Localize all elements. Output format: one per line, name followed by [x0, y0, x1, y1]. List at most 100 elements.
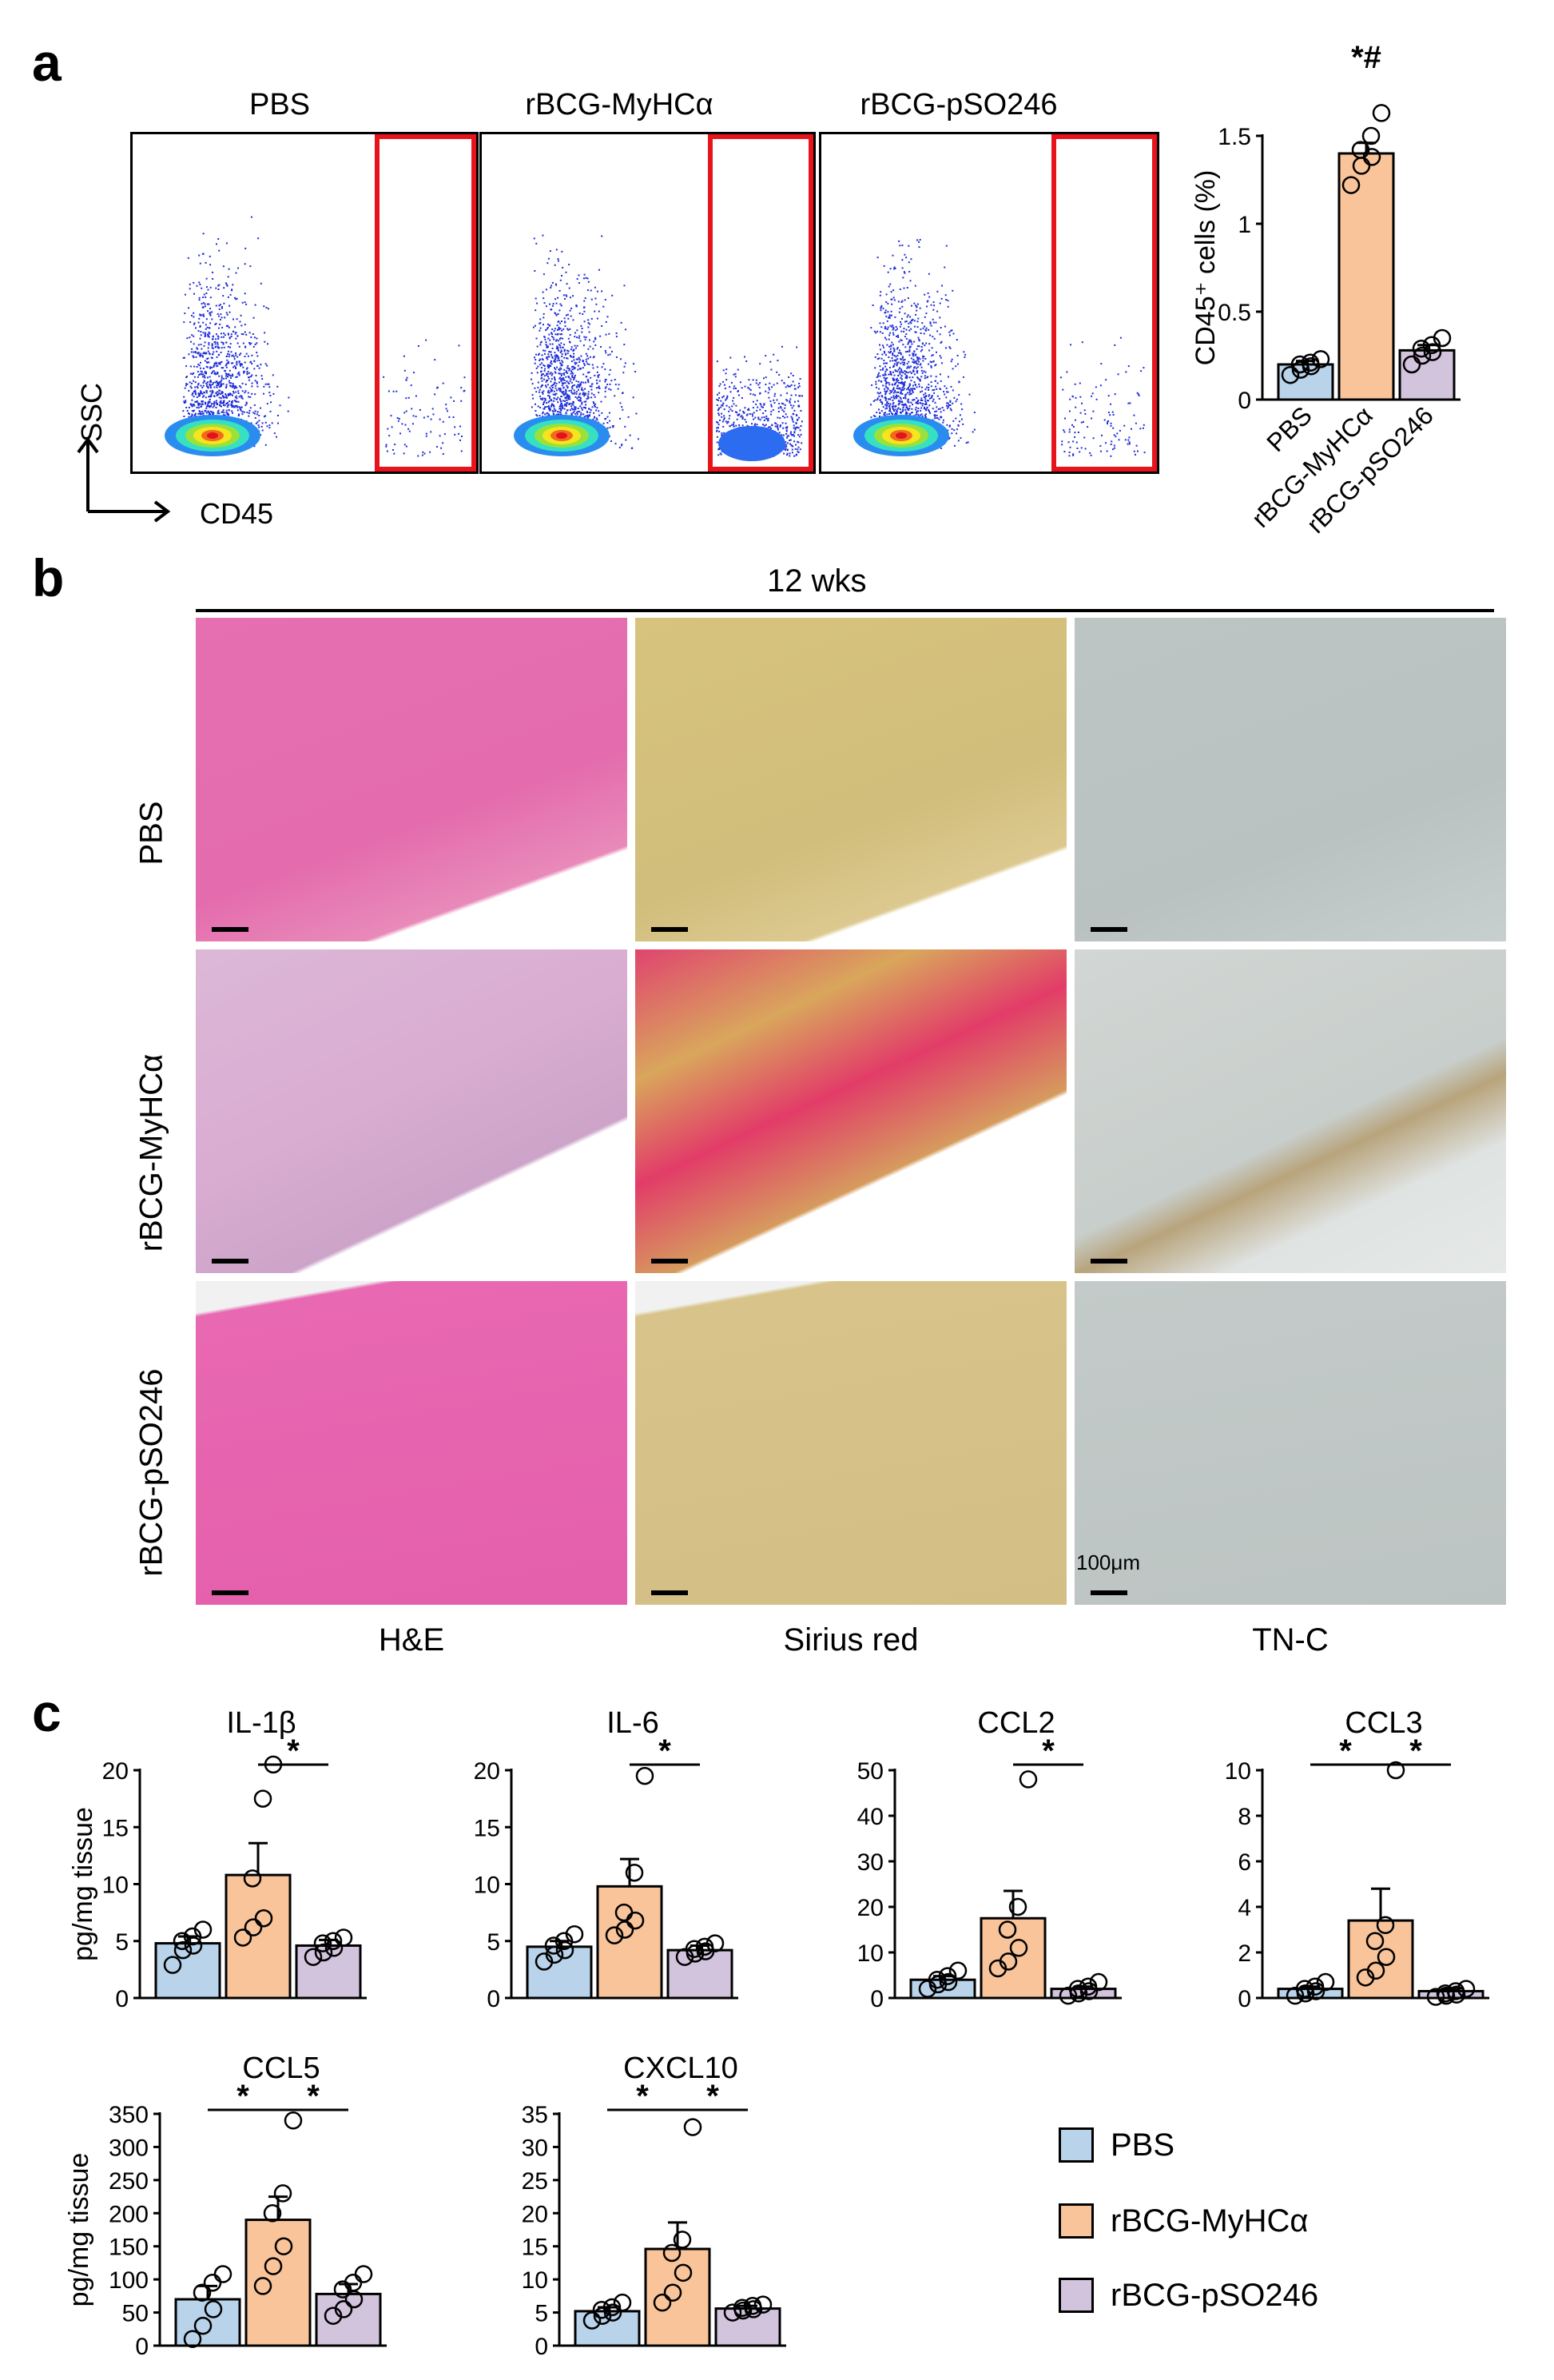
flow-event-dot	[574, 336, 576, 338]
flow-event-dot	[193, 281, 195, 284]
flow-event-dot	[917, 359, 920, 361]
flow-event-dot	[1100, 363, 1103, 365]
flow-event-dot	[789, 452, 791, 455]
flow-event-dot	[935, 321, 937, 324]
data-point	[565, 1924, 584, 1944]
flow-event-dot	[901, 387, 904, 389]
flow-event-dot	[215, 373, 217, 376]
flow-event-dot	[1117, 373, 1119, 376]
flow-event-dot	[921, 404, 924, 407]
flow-event-dot	[909, 390, 912, 392]
flow-event-dot	[788, 385, 790, 388]
flow-event-dot	[213, 372, 216, 375]
flow-event-dot	[949, 400, 952, 403]
flow-event-dot	[582, 277, 585, 280]
flow-event-dot	[550, 372, 552, 374]
flow-event-dot	[463, 376, 466, 379]
flow-event-dot	[901, 383, 904, 385]
flow-event-dot	[924, 293, 926, 296]
flow-event-dot	[543, 378, 545, 380]
flow-event-dot	[745, 421, 747, 424]
flow-event-dot	[781, 380, 783, 382]
flow-event-dot	[913, 373, 916, 376]
flow-event-dot	[888, 338, 890, 340]
flow-event-dot	[1112, 448, 1114, 451]
flow-event-dot	[205, 365, 208, 368]
flow-event-dot	[544, 399, 546, 401]
flow-event-dot	[210, 381, 212, 383]
flow-event-dot	[235, 376, 237, 378]
flow-event-dot	[204, 376, 206, 379]
flow-event-dot	[888, 398, 889, 400]
flow-event-dot	[940, 416, 942, 418]
flow-event-dot	[221, 411, 224, 413]
flow-event-dot	[590, 388, 593, 391]
flow-event-dot	[548, 324, 550, 327]
flow-event-dot	[572, 372, 574, 375]
flow-event-dot	[773, 395, 776, 397]
sirius-pbs-image	[635, 618, 1067, 941]
flow-event-dot	[1107, 423, 1108, 425]
flow-event-dot	[1068, 428, 1071, 431]
flow-event-dot	[554, 357, 557, 360]
flow-event-dot	[910, 401, 912, 404]
flow-event-dot	[928, 387, 930, 388]
flow-event-dot	[550, 308, 552, 311]
flow-event-dot	[575, 362, 578, 364]
flow-event-dot	[786, 400, 789, 402]
flow-event-dot	[892, 254, 894, 257]
flow-event-dot	[392, 449, 394, 451]
flow-event-dot	[539, 327, 542, 329]
flow-event-dot	[566, 283, 568, 285]
flow-event-dot	[904, 383, 905, 385]
data-point	[1290, 355, 1310, 374]
flow-event-dot	[723, 417, 725, 420]
flow-event-dot	[790, 416, 793, 418]
flow-event-dot	[902, 359, 904, 361]
flow-event-dot	[611, 294, 614, 297]
flow-event-dot	[458, 344, 460, 347]
flow-event-dot	[563, 317, 566, 320]
flow-event-dot	[580, 412, 582, 414]
flow-event-dot	[535, 324, 536, 327]
flow-event-dot	[773, 402, 776, 404]
flow-event-dot	[250, 216, 252, 218]
flow-event-dot	[183, 321, 185, 324]
flow-event-dot	[240, 364, 242, 367]
flow-event-dot	[907, 399, 909, 401]
flow-event-dot	[576, 412, 578, 414]
flow-dots-pso	[853, 239, 1146, 457]
flow-event-dot	[397, 420, 399, 422]
flow-event-dot	[738, 413, 741, 416]
flow-event-dot	[903, 388, 905, 390]
flow-event-dot	[566, 372, 569, 374]
flow-event-dot	[264, 332, 266, 334]
data-point	[173, 1932, 192, 1950]
flow-event-dot	[547, 395, 550, 396]
data-point	[324, 1932, 343, 1950]
flow-event-dot	[892, 371, 894, 373]
flow-event-dot	[215, 304, 217, 307]
flow-event-dot	[245, 403, 248, 405]
flow-event-dot	[205, 296, 207, 298]
flow-event-dot	[216, 394, 218, 396]
flow-event-dot	[578, 396, 580, 398]
data-point	[324, 1939, 344, 1957]
flow-event-dot	[770, 368, 773, 371]
flow-event-dot	[197, 404, 200, 407]
flow-event-dot	[225, 364, 227, 367]
flow-event-dot	[908, 389, 910, 391]
flow-event-dot	[256, 411, 259, 413]
flow-event-dot	[231, 355, 233, 357]
flow-event-dot	[542, 411, 544, 413]
flow-event-dot	[561, 378, 563, 380]
flow-event-dot	[223, 377, 225, 380]
flow-event-dot	[1074, 436, 1076, 438]
flow-event-dot	[777, 411, 780, 412]
flow-event-dot	[964, 353, 967, 356]
flow-event-dot	[581, 408, 583, 411]
flow-event-dot	[915, 406, 917, 408]
flow-event-dot	[797, 434, 800, 436]
flow-event-dot	[894, 406, 896, 408]
flow-event-dot	[876, 257, 879, 259]
